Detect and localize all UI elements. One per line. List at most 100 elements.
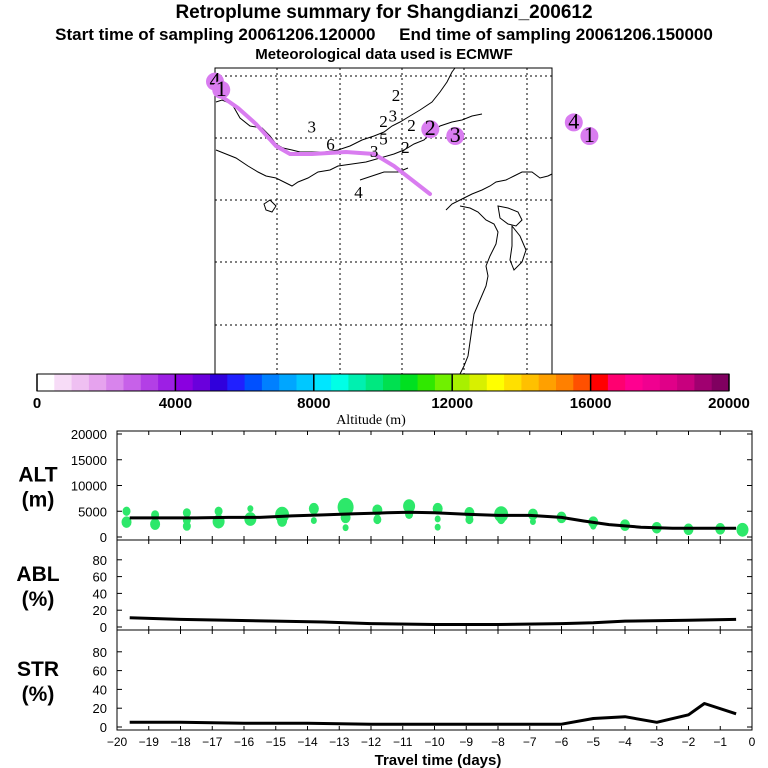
y-tick-label: 0 — [100, 530, 107, 545]
colorbar-cell — [504, 374, 522, 391]
plume-marker-label: 2 — [407, 116, 416, 135]
x-tick-label: −1 — [713, 735, 727, 749]
colorbar-cell — [279, 374, 297, 391]
x-tick-label: −9 — [459, 735, 473, 749]
plume-blob — [421, 120, 440, 139]
colorbar-tick-label: 16000 — [570, 395, 612, 412]
plume-marker-label: 5 — [379, 130, 388, 149]
panel-unit: (m) — [22, 489, 55, 512]
chart-title: Retroplume summary for Shangdianzi_20061… — [175, 2, 593, 23]
panel-label: ALT — [18, 464, 57, 487]
altitude-point — [277, 515, 288, 527]
altitude-point — [308, 502, 319, 515]
altitude-point — [247, 505, 254, 513]
colorbar-cell — [261, 374, 280, 391]
plume-marker-label: 4 — [210, 68, 221, 93]
plume-blob — [564, 113, 583, 132]
y-tick-label: 0 — [100, 620, 107, 635]
colorbar-cell — [37, 374, 55, 391]
colorbar-cell — [659, 374, 678, 391]
x-tick-label: −13 — [329, 735, 350, 749]
x-tick-label: −14 — [297, 735, 318, 749]
altitude-point — [122, 506, 131, 516]
x-tick-label: −19 — [139, 735, 160, 749]
colorbar-cell — [590, 374, 609, 391]
plume-blob — [580, 127, 599, 145]
panel-label: STR — [17, 658, 59, 681]
y-tick-label: 60 — [93, 570, 107, 585]
colorbar-cell — [175, 374, 194, 391]
x-axis-label: Travel time (days) — [375, 752, 502, 768]
altitude-point — [342, 524, 349, 532]
x-tick-label: 0 — [749, 735, 756, 749]
x-tick-label: −4 — [618, 735, 632, 749]
colorbar-cell — [296, 374, 315, 391]
colorbar-cell — [210, 374, 228, 391]
y-tick-label: 40 — [93, 586, 107, 601]
colorbar-cell — [365, 374, 384, 391]
plume-marker-label: 1 — [584, 122, 595, 147]
y-tick-label: 40 — [93, 682, 107, 697]
panel-unit: (%) — [22, 588, 55, 611]
plume-marker-label: 2 — [392, 86, 401, 105]
x-tick-label: −2 — [682, 735, 696, 749]
y-tick-label: 10000 — [71, 479, 107, 494]
plume-trajectory — [216, 92, 432, 196]
colorbar-cell — [694, 374, 713, 391]
x-tick-label: −5 — [586, 735, 600, 749]
colorbar-cell — [106, 374, 124, 391]
y-tick-label: 20000 — [71, 427, 107, 442]
x-tick-label: −7 — [523, 735, 537, 749]
colorbar-cell — [607, 374, 626, 391]
colorbar-cell — [521, 374, 540, 391]
plume-marker-label: 4 — [568, 108, 579, 133]
colorbar-tick-label: 4000 — [159, 395, 192, 412]
y-tick-label: 80 — [93, 553, 107, 568]
series-line-abl — [129, 616, 737, 626]
panel-frame — [116, 629, 753, 731]
y-tick-label: 15000 — [71, 453, 107, 468]
x-axis: −20 −19 −18 −17 −16 −15 −14 −13 −12 −11 −10 −9 −8 −7−… — [107, 735, 756, 749]
altitude-point — [403, 499, 416, 513]
colorbar-tick-label: 8000 — [297, 395, 330, 412]
x-tick-label: −8 — [491, 735, 505, 749]
altitude-point — [337, 497, 354, 517]
start-time: Start time of sampling 20061206.120000 — [55, 25, 376, 44]
plume-marker-label: 2 — [425, 115, 436, 140]
colorbar-cell — [88, 374, 107, 391]
timeseries-panels: 05000100001500020000ALT(m)020406080ABL(%… — [16, 427, 753, 735]
sampling-times: Start time of sampling 20061206.120000 E… — [0, 25, 768, 45]
colorbar-tick-label: 20000 — [708, 395, 750, 412]
plume-trail — [216, 92, 432, 196]
colorbar-cell — [54, 374, 72, 391]
colorbar-cell — [486, 374, 505, 391]
altitude-point — [214, 506, 223, 516]
panel-label: ABL — [16, 563, 59, 586]
colorbar-cell — [452, 374, 470, 391]
altitude-point — [590, 522, 597, 530]
x-tick-label: −17 — [202, 735, 223, 749]
plume-marker-label: 4 — [354, 183, 363, 202]
colorbar-cell — [556, 374, 574, 391]
met-data-label: Meteorological data used is ECMWF — [255, 46, 513, 63]
panel-alt: 0 5000 10000 15000 20000 ALT(m) — [18, 427, 753, 545]
y-tick-label: 0 — [100, 720, 107, 735]
panel-unit: (%) — [22, 683, 55, 706]
x-tick-label: −12 — [361, 735, 382, 749]
altitude-point — [434, 515, 441, 523]
colorbar-cell — [538, 374, 557, 391]
colorbar-ticks: 0 4000 8000 12000 16000 20000 — [33, 374, 750, 412]
plume-marker-label: 6 — [326, 135, 335, 154]
altitude-point — [529, 518, 536, 525]
altitude-point — [121, 516, 132, 528]
colorbar-cell — [711, 374, 730, 391]
series-line-str — [129, 702, 737, 726]
end-time: End time of sampling 20061206.150000 — [399, 25, 713, 44]
map-frame — [214, 67, 553, 375]
plume-marker-label: 3 — [370, 142, 379, 161]
plume-marker-label: 1 — [216, 76, 227, 101]
x-tick-label: −18 — [170, 735, 191, 749]
altitude-point — [150, 518, 161, 530]
colorbar-cells — [37, 374, 730, 391]
